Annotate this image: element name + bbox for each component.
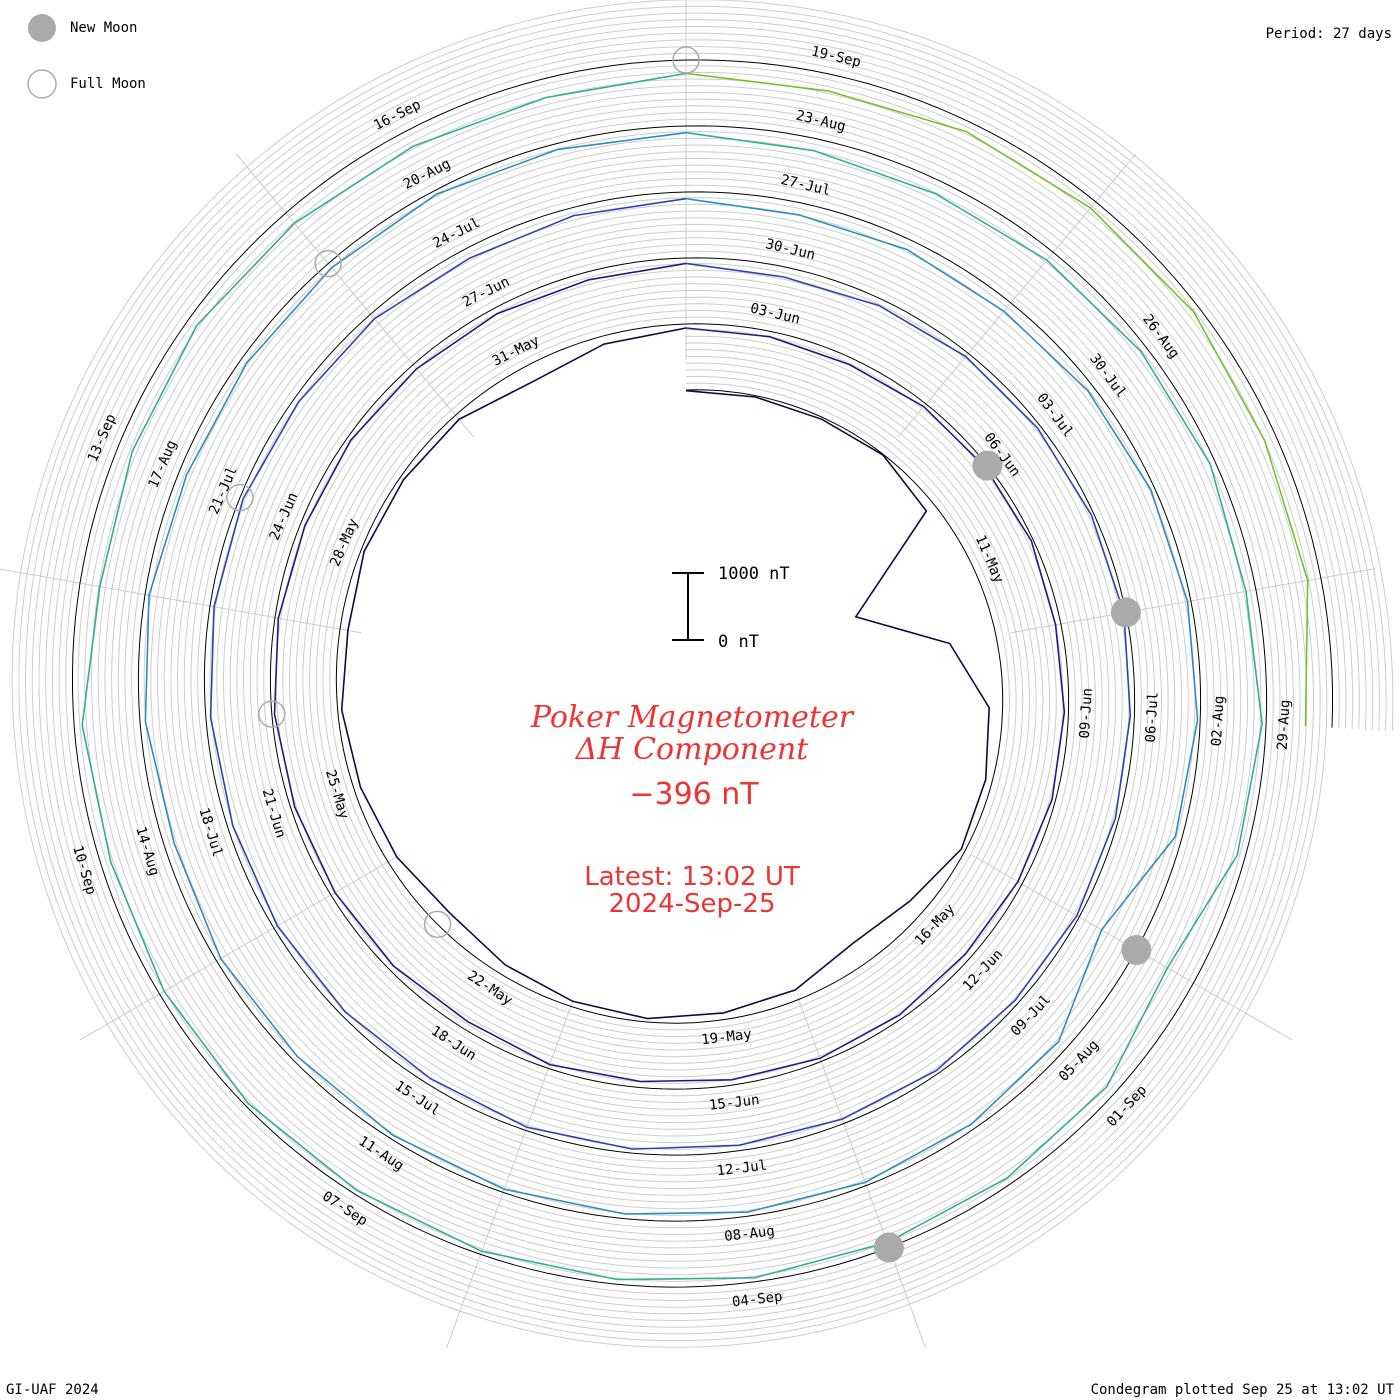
latest-date: 2024-Sep-25: [608, 889, 775, 919]
new-moon-legend-icon: [28, 14, 56, 42]
date-label: 03-Jun: [749, 300, 802, 327]
grid-spiral: [51, 39, 1354, 1308]
date-label: 23-Aug: [794, 108, 847, 135]
new-moon-marker: [972, 450, 1003, 481]
date-label: 02-Aug: [1209, 695, 1228, 746]
chart-title-line2: ΔH Component: [575, 732, 809, 767]
date-label: 29-Aug: [1275, 699, 1294, 750]
date-label: 08-Aug: [724, 1223, 776, 1245]
grid-spoke: [798, 999, 926, 1348]
new-moon-marker: [1121, 935, 1152, 965]
chart-title-line1: Poker Magnetometer: [530, 700, 855, 735]
full-moon-legend-label: Full Moon: [70, 76, 146, 92]
grid-spiral: [65, 52, 1340, 1295]
date-label: 25-May: [322, 768, 352, 821]
scale-top-label: 1000 nT: [718, 564, 790, 584]
grid-spiral: [38, 26, 1367, 1321]
series-line-period-4: [144, 131, 1199, 1215]
date-label: 16-May: [912, 901, 958, 949]
grid-spiral: [25, 12, 1380, 1335]
grid-spiral: [45, 32, 1360, 1315]
series-line-period-1: [340, 327, 991, 1020]
grid-spoke: [235, 153, 475, 438]
moon-markers: [226, 46, 1152, 1263]
current-value: −396 nT: [629, 777, 759, 812]
scale-bar: 1000 nT 0 nT: [672, 564, 790, 652]
date-labels: 11-May16-May19-May22-May25-May28-May31-M…: [69, 43, 1293, 1310]
date-label: 27-Jul: [779, 172, 832, 199]
full-moon-marker: [314, 249, 342, 278]
new-moon-legend-label: New Moon: [70, 20, 137, 36]
date-label: 19-May: [701, 1027, 753, 1049]
reference-spiral: [72, 59, 1333, 1288]
grid-spoke: [897, 153, 1137, 438]
footer-plotted: Condegram plotted Sep 25 at 13:02 UT: [1091, 1382, 1395, 1398]
series-line-period-2: [273, 262, 1066, 1083]
full-moon-marker: [423, 910, 452, 939]
footer-credit: GI-UAF 2024: [6, 1382, 99, 1398]
date-label: 12-Jul: [716, 1158, 768, 1180]
spiral-grid: [0, 0, 1394, 1348]
grid-spoke: [446, 999, 574, 1348]
series-line-period-6: [685, 72, 1309, 727]
grid-spiral: [58, 46, 1347, 1301]
full-moon-marker: [258, 700, 286, 728]
latest-time: Latest: 13:02 UT: [584, 862, 800, 892]
full-moon-marker: [672, 46, 700, 74]
full-moon-marker: [226, 483, 254, 512]
date-label: 21-Jun: [259, 787, 289, 840]
date-label: 15-Jun: [708, 1092, 760, 1114]
scale-bottom-label: 0 nT: [718, 632, 759, 652]
date-label: 06-Jul: [1143, 691, 1162, 742]
series-line-period-5: [81, 72, 1263, 1281]
grid-spoke: [79, 854, 401, 1041]
new-moon-marker: [1110, 597, 1141, 628]
grid-spoke: [0, 568, 362, 634]
full-moon-legend-icon: [27, 69, 57, 99]
data-series: [81, 72, 1309, 1281]
zero-reference-spiral: [72, 59, 1333, 1288]
grid-spiral: [18, 5, 1387, 1342]
new-moon-marker: [873, 1232, 904, 1263]
grid-spoke: [1010, 567, 1376, 634]
date-label: 04-Sep: [731, 1289, 783, 1311]
date-label: 19-Sep: [810, 43, 863, 70]
grid-spiral: [31, 19, 1374, 1328]
series-line-period-3: [209, 197, 1132, 1150]
date-label: 09-Jun: [1077, 688, 1096, 739]
period-label: Period: 27 days: [1266, 26, 1392, 42]
